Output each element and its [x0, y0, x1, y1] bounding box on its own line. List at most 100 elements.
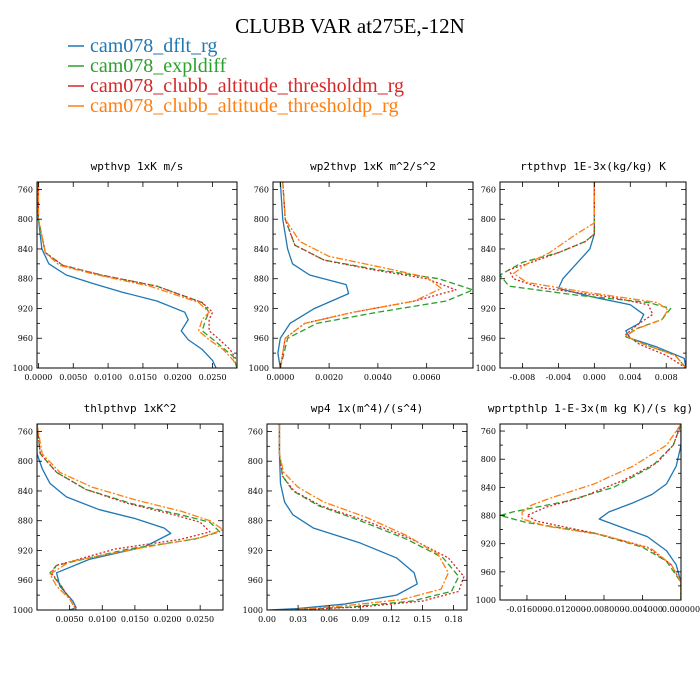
x-tick-label: -0.008000	[584, 605, 625, 614]
y-tick-label: 760	[481, 185, 496, 194]
y-tick-label: 960	[18, 576, 33, 585]
y-tick-label: 960	[481, 334, 496, 343]
y-tick-label: 760	[18, 427, 33, 436]
panel-1: wpthvp 1xK m/s76080084088092096010000.00…	[13, 160, 238, 382]
plot-frame	[36, 181, 238, 369]
series-line-1	[277, 182, 350, 368]
x-tick-label: 0.09	[351, 615, 369, 624]
x-tick-label: 0.06	[320, 615, 338, 624]
x-tick-label: 0.000000	[662, 605, 700, 614]
y-tick-label: 1000	[243, 606, 263, 615]
x-tick-label: 0.12	[382, 615, 400, 624]
x-tick-label: 0.0200	[154, 615, 182, 624]
x-tick-label: 0.0060	[413, 373, 441, 382]
panel-title: wprtpthlp 1-E-3x(m kg K)/(s kg)	[488, 402, 693, 415]
y-tick-label: 880	[248, 517, 263, 526]
series-line-2	[279, 182, 473, 368]
x-tick-label: 0.0000	[24, 373, 52, 382]
series-line-4	[37, 182, 237, 368]
panel-title: wp4 1x(m^4)/(s^4)	[311, 402, 424, 415]
legend-label: cam078_dflt_rg	[90, 35, 217, 57]
y-tick-label: 840	[481, 245, 496, 254]
y-tick-label: 960	[254, 334, 269, 343]
panel-title: rtpthvp 1E-3x(kg/kg) K	[520, 160, 666, 173]
plot-frame	[499, 423, 682, 601]
y-tick-label: 800	[481, 455, 496, 464]
series-line-2	[500, 182, 686, 368]
y-tick-label: 800	[481, 215, 496, 224]
series-line-4	[37, 424, 223, 610]
series-line-1	[269, 424, 418, 610]
y-tick-label: 920	[248, 546, 263, 555]
x-tick-label: 0.18	[445, 615, 463, 624]
x-tick-label: 0.0020	[315, 373, 343, 382]
y-tick-label: 840	[18, 487, 33, 496]
y-tick-label: 1000	[249, 364, 269, 373]
x-tick-label: 0.15	[414, 615, 432, 624]
x-tick-label: 0.0050	[56, 615, 84, 624]
series-line-1	[557, 182, 686, 368]
y-tick-label: 920	[254, 304, 269, 313]
x-tick-label: 0.0050	[59, 373, 87, 382]
x-tick-label: 0.0100	[88, 615, 116, 624]
series-line-4	[521, 424, 681, 600]
y-tick-label: 840	[18, 245, 33, 254]
x-tick-label: -0.004	[546, 373, 572, 382]
series-line-3	[37, 424, 211, 610]
y-tick-label: 1000	[476, 364, 496, 373]
y-tick-label: 960	[248, 576, 263, 585]
y-tick-label: 800	[18, 215, 33, 224]
y-tick-label: 760	[18, 185, 33, 194]
y-tick-label: 840	[254, 245, 269, 254]
y-tick-label: 840	[481, 483, 496, 492]
x-tick-label: 0.0250	[199, 373, 227, 382]
y-tick-label: 960	[18, 334, 33, 343]
panel-4: thlpthvp 1xK^2 760 800 840 880 920 960 1000 0.00…	[13, 402, 224, 624]
plot-frame	[499, 181, 687, 369]
y-tick-label: 840	[248, 487, 263, 496]
y-tick-label: 920	[18, 546, 33, 555]
x-tick-label: 0.00	[258, 615, 276, 624]
series-line-4	[512, 182, 686, 368]
y-tick-label: 760	[248, 427, 263, 436]
y-tick-label: 920	[481, 540, 496, 549]
y-tick-label: 800	[248, 457, 263, 466]
series-line-4	[279, 182, 442, 368]
plot-frame	[36, 423, 224, 611]
x-tick-label: 0.000	[583, 373, 606, 382]
series-line-3	[279, 182, 457, 368]
y-tick-label: 760	[481, 427, 496, 436]
x-tick-label: 0.0150	[129, 373, 157, 382]
x-tick-label: 0.0150	[121, 615, 149, 624]
panel-3: rtpthvp 1E-3x(kg/kg) K 760 800 840 880 920 960…	[476, 160, 687, 382]
x-tick-label: 0.0000	[266, 373, 294, 382]
panel-title: wp2thvp 1xK m^2/s^2	[310, 160, 436, 173]
series-line-1	[37, 182, 217, 368]
plot-frame	[272, 181, 474, 369]
y-tick-label: 960	[481, 568, 496, 577]
y-tick-label: 880	[18, 517, 33, 526]
series-line-2	[278, 424, 460, 610]
series-line-3	[278, 424, 465, 610]
legend-label: cam078_clubb_altitude_thresholdm_rg	[90, 75, 404, 97]
x-tick-label: 0.008	[655, 373, 678, 382]
y-tick-label: 1000	[476, 596, 496, 605]
panel-5: wp4 1x(m^4)/(s^4)76080084088092096010000…	[243, 402, 468, 624]
legend-label: cam078_clubb_altitude_thresholdp_rg	[90, 95, 398, 117]
y-tick-label: 880	[254, 275, 269, 284]
y-tick-label: 1000	[13, 364, 33, 373]
plot-frame	[266, 423, 468, 611]
x-tick-label: 0.0200	[164, 373, 192, 382]
panel-6: wprtpthlp 1-E-3x(m kg K)/(s kg) 760 800 840…	[476, 402, 700, 614]
x-tick-label: -0.004000	[622, 605, 663, 614]
panel-title: wpthvp 1xK m/s	[91, 160, 184, 173]
x-tick-label: 0.03	[289, 615, 307, 624]
panel-2: wp2thvp 1xK m^2/s^2 760 800 840 880 920 960 100…	[249, 160, 474, 382]
x-tick-label: -0.012000	[545, 605, 586, 614]
y-tick-label: 880	[18, 275, 33, 284]
panels: wpthvp 1xK m/s76080084088092096010000.00…	[13, 160, 700, 624]
x-tick-label: 0.0250	[186, 615, 214, 624]
y-tick-label: 800	[254, 215, 269, 224]
y-tick-label: 880	[481, 275, 496, 284]
series-line-3	[508, 182, 686, 368]
